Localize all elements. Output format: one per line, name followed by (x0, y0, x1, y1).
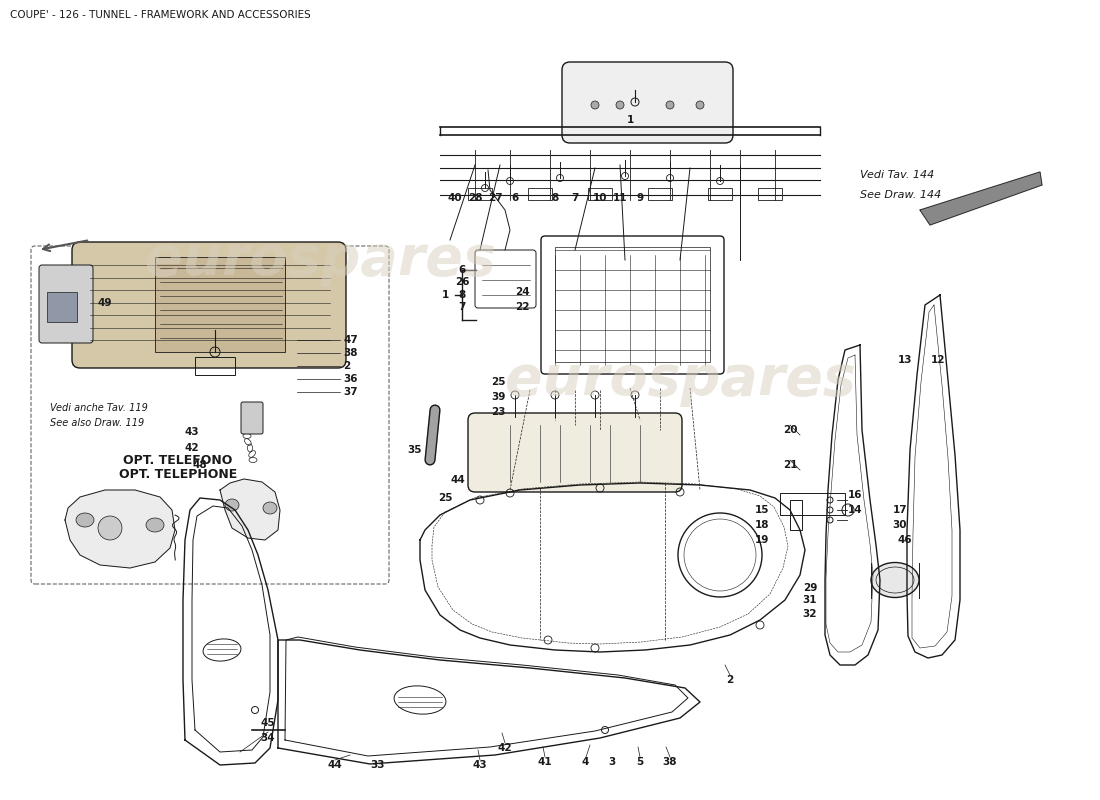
Polygon shape (65, 490, 175, 568)
Bar (758, 188, 782, 200)
Text: 8: 8 (459, 290, 465, 300)
Text: OPT. TELEPHONE: OPT. TELEPHONE (119, 469, 238, 482)
Text: 24: 24 (515, 287, 529, 297)
Text: 26: 26 (454, 277, 470, 287)
FancyBboxPatch shape (241, 402, 263, 434)
Bar (648, 188, 672, 200)
Text: 8: 8 (551, 193, 559, 203)
Bar (155, 257, 285, 352)
Text: 13: 13 (898, 355, 912, 365)
Text: 25: 25 (438, 493, 452, 503)
Text: Vedi Tav. 144: Vedi Tav. 144 (860, 170, 934, 180)
FancyBboxPatch shape (72, 242, 346, 368)
Text: 44: 44 (328, 760, 342, 770)
Circle shape (666, 101, 674, 109)
Text: 14: 14 (848, 505, 862, 515)
Text: 30: 30 (893, 520, 907, 530)
Bar (790, 500, 802, 530)
Text: Vedi anche Tav. 119: Vedi anche Tav. 119 (50, 403, 147, 413)
Text: OPT. TELEFONO: OPT. TELEFONO (123, 454, 233, 466)
Text: 2: 2 (343, 361, 350, 371)
FancyBboxPatch shape (562, 62, 733, 143)
Text: 35: 35 (408, 445, 422, 455)
Text: 2: 2 (726, 675, 734, 685)
Text: 38: 38 (343, 348, 358, 358)
Text: 19: 19 (755, 535, 769, 545)
Ellipse shape (226, 499, 239, 511)
Text: 31: 31 (803, 595, 817, 605)
Text: 48: 48 (192, 460, 207, 470)
Text: 46: 46 (898, 535, 912, 545)
Text: eurospares: eurospares (505, 353, 856, 407)
Text: 41: 41 (538, 757, 552, 767)
Text: See Draw. 144: See Draw. 144 (860, 190, 942, 200)
Ellipse shape (263, 502, 277, 514)
Text: 20: 20 (783, 425, 798, 435)
Text: 43: 43 (473, 760, 487, 770)
Text: 45: 45 (261, 718, 275, 728)
Text: 12: 12 (931, 355, 945, 365)
Text: 38: 38 (662, 757, 678, 767)
Text: 37: 37 (343, 387, 358, 397)
Text: 1: 1 (441, 290, 449, 300)
Text: 42: 42 (497, 743, 513, 753)
Text: 29: 29 (803, 583, 817, 593)
Text: 11: 11 (613, 193, 627, 203)
Ellipse shape (146, 518, 164, 532)
Circle shape (98, 516, 122, 540)
Text: 7: 7 (571, 193, 579, 203)
FancyBboxPatch shape (39, 265, 94, 343)
Circle shape (696, 101, 704, 109)
Bar (708, 188, 732, 200)
Text: See also Draw. 119: See also Draw. 119 (50, 418, 144, 428)
Bar (468, 188, 492, 200)
Text: 28: 28 (468, 193, 482, 203)
Bar (47, 292, 77, 322)
Text: 25: 25 (491, 377, 505, 387)
Text: 6: 6 (459, 265, 465, 275)
Text: 27: 27 (487, 193, 503, 203)
Text: 43: 43 (185, 427, 199, 437)
Text: 21: 21 (783, 460, 798, 470)
Text: 34: 34 (261, 733, 275, 743)
Text: 18: 18 (755, 520, 769, 530)
Ellipse shape (871, 562, 918, 598)
Text: 6: 6 (512, 193, 518, 203)
Text: 4: 4 (581, 757, 589, 767)
Text: 17: 17 (893, 505, 907, 515)
Text: 33: 33 (371, 760, 385, 770)
Text: 9: 9 (637, 193, 644, 203)
Text: 15: 15 (755, 505, 769, 515)
Text: 39: 39 (491, 392, 505, 402)
Text: 49: 49 (98, 298, 112, 308)
Circle shape (616, 101, 624, 109)
Ellipse shape (76, 513, 94, 527)
Text: COUPE' - 126 - TUNNEL - FRAMEWORK AND ACCESSORIES: COUPE' - 126 - TUNNEL - FRAMEWORK AND AC… (10, 10, 310, 20)
Text: 1: 1 (626, 115, 634, 125)
Text: 7: 7 (459, 302, 465, 312)
Polygon shape (920, 172, 1042, 225)
Text: 10: 10 (593, 193, 607, 203)
Text: 32: 32 (803, 609, 817, 619)
Text: 40: 40 (448, 193, 462, 203)
Bar (556, 247, 710, 362)
Text: 47: 47 (343, 335, 358, 345)
Bar (780, 493, 845, 515)
FancyBboxPatch shape (468, 413, 682, 492)
Bar (195, 357, 235, 375)
Text: 23: 23 (491, 407, 505, 417)
Bar (588, 188, 612, 200)
Text: 44: 44 (451, 475, 465, 485)
Circle shape (591, 101, 600, 109)
Text: 36: 36 (343, 374, 358, 384)
Text: 3: 3 (608, 757, 616, 767)
Polygon shape (220, 479, 280, 540)
Bar (528, 188, 552, 200)
Text: eurospares: eurospares (144, 233, 495, 287)
Text: 42: 42 (185, 443, 199, 453)
Text: 16: 16 (848, 490, 862, 500)
Text: 22: 22 (515, 302, 529, 312)
Text: 5: 5 (637, 757, 644, 767)
